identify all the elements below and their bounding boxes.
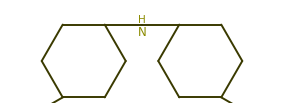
Text: N: N bbox=[138, 26, 146, 39]
Text: H: H bbox=[138, 15, 146, 25]
